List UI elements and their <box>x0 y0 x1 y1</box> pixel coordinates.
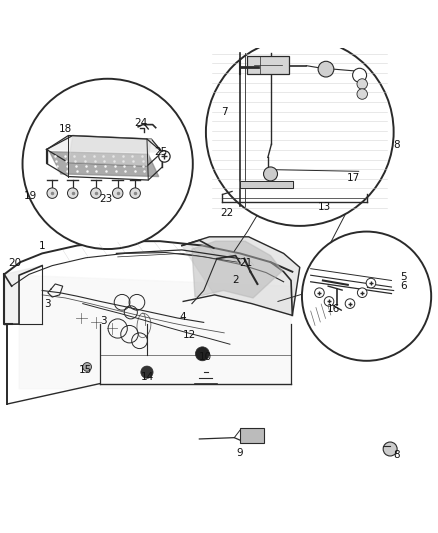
Text: 8: 8 <box>393 450 400 460</box>
Text: 13: 13 <box>318 202 331 212</box>
Text: 25: 25 <box>155 147 168 157</box>
Polygon shape <box>68 135 151 166</box>
Circle shape <box>47 188 57 198</box>
Circle shape <box>206 38 394 226</box>
Circle shape <box>83 362 92 372</box>
Circle shape <box>67 188 78 198</box>
Polygon shape <box>19 275 291 389</box>
Circle shape <box>357 89 367 99</box>
Text: 14: 14 <box>140 372 154 382</box>
Circle shape <box>159 151 170 162</box>
Circle shape <box>141 366 153 378</box>
Text: 24: 24 <box>134 118 148 128</box>
Circle shape <box>130 188 141 198</box>
Text: 8: 8 <box>393 140 400 150</box>
Text: 7: 7 <box>221 107 228 117</box>
Text: 2: 2 <box>232 276 239 286</box>
Circle shape <box>113 188 123 198</box>
Circle shape <box>357 288 367 297</box>
Text: 15: 15 <box>79 366 92 375</box>
Text: 6: 6 <box>400 281 407 291</box>
Text: 3: 3 <box>100 316 106 326</box>
Circle shape <box>366 278 376 288</box>
Text: 4: 4 <box>180 312 187 322</box>
Circle shape <box>324 297 334 306</box>
Circle shape <box>353 68 367 82</box>
Polygon shape <box>4 265 42 324</box>
Circle shape <box>318 61 334 77</box>
Circle shape <box>264 167 278 181</box>
Circle shape <box>314 288 324 297</box>
Text: 3: 3 <box>45 298 51 309</box>
Circle shape <box>22 79 193 249</box>
Text: 5: 5 <box>400 271 407 281</box>
Text: 22: 22 <box>220 208 233 218</box>
Text: 18: 18 <box>59 124 72 134</box>
Circle shape <box>302 231 431 361</box>
Text: 19: 19 <box>24 191 37 201</box>
Text: 20: 20 <box>8 258 21 268</box>
Text: 1: 1 <box>39 240 46 251</box>
Circle shape <box>91 188 101 198</box>
Polygon shape <box>240 181 293 188</box>
Text: 21: 21 <box>240 258 253 268</box>
Polygon shape <box>46 135 162 152</box>
Text: 9: 9 <box>237 448 243 458</box>
Text: 17: 17 <box>347 173 360 183</box>
Circle shape <box>345 299 355 309</box>
Circle shape <box>383 442 397 456</box>
Polygon shape <box>192 241 283 298</box>
FancyBboxPatch shape <box>247 56 289 75</box>
Circle shape <box>357 79 367 89</box>
Text: 10: 10 <box>198 352 212 362</box>
Text: 12: 12 <box>183 330 196 341</box>
Circle shape <box>195 347 209 361</box>
Polygon shape <box>49 152 159 176</box>
Polygon shape <box>182 237 300 316</box>
Text: 16: 16 <box>327 304 340 314</box>
FancyBboxPatch shape <box>240 428 264 443</box>
Text: 23: 23 <box>100 194 113 204</box>
